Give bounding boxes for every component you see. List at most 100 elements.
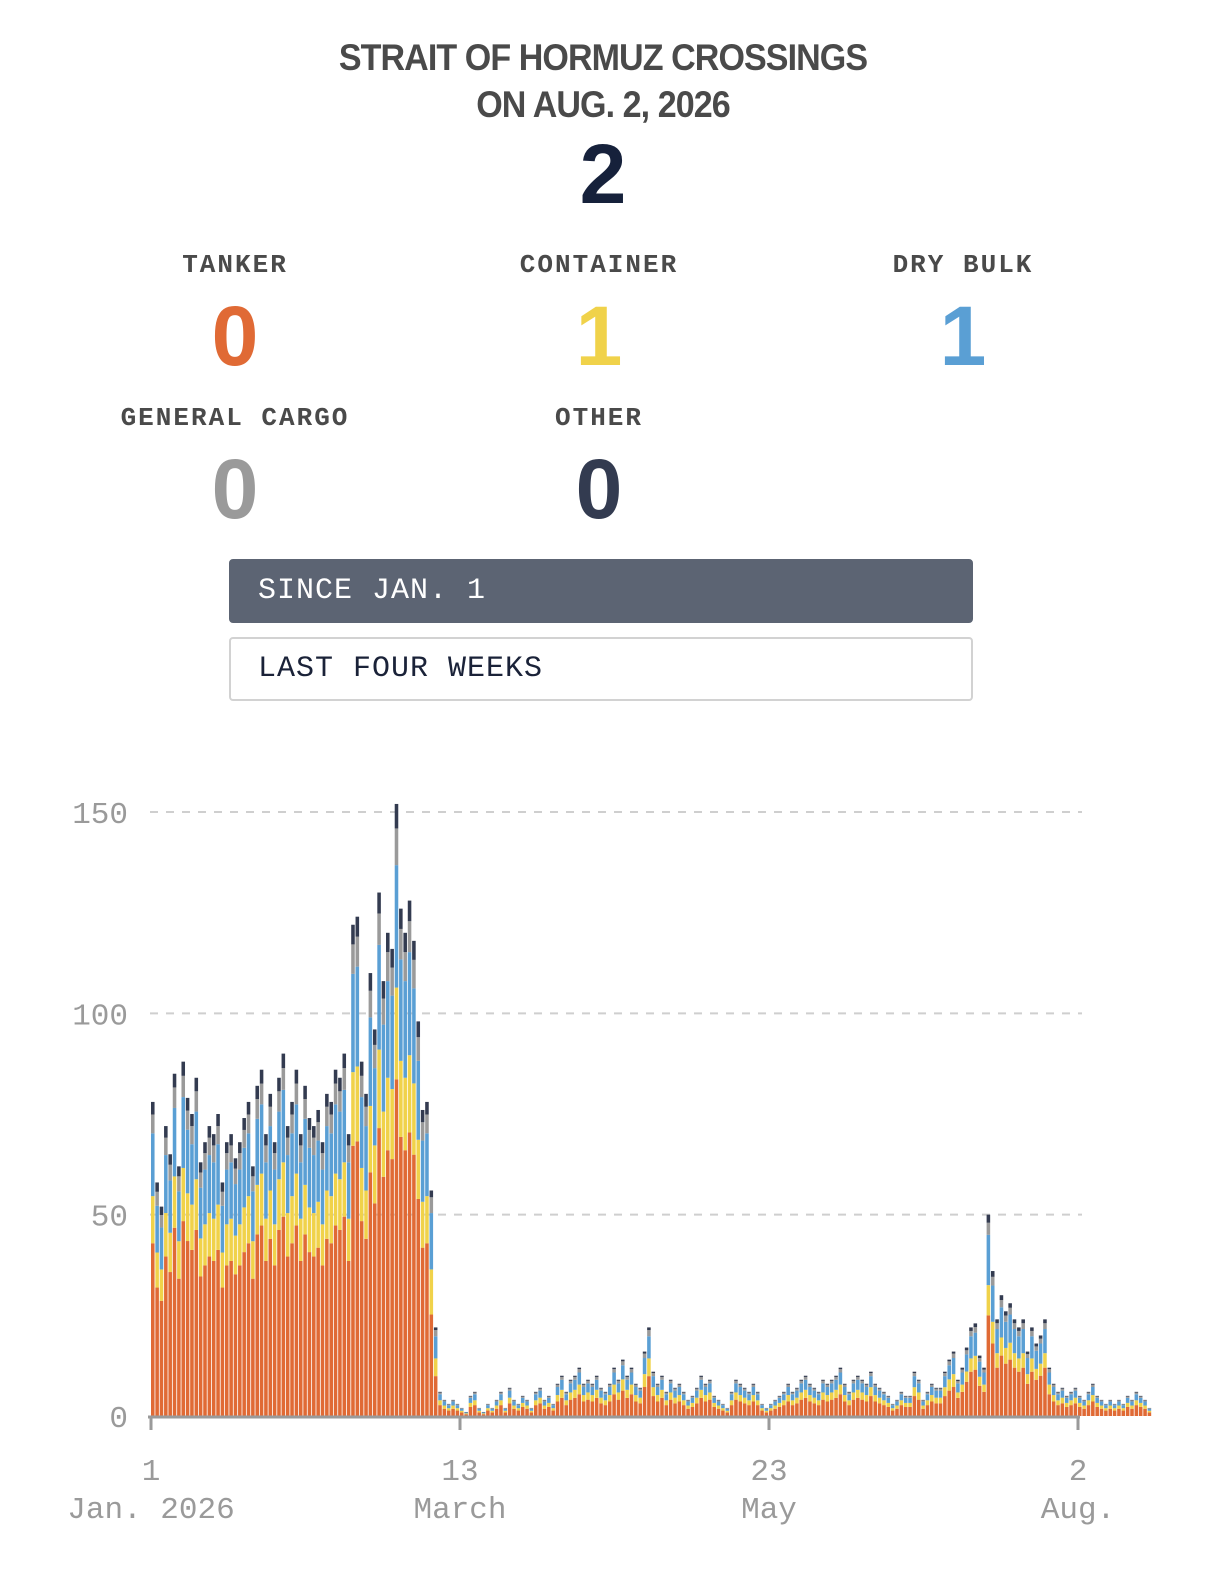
bar-segment bbox=[1025, 1351, 1030, 1355]
bar-segment bbox=[777, 1402, 782, 1407]
bar-segment bbox=[1051, 1401, 1056, 1416]
bar-segment bbox=[198, 1162, 203, 1173]
bar-segment bbox=[442, 1405, 447, 1409]
bar-segment bbox=[882, 1405, 886, 1416]
bar-segment bbox=[320, 1142, 325, 1154]
bar-segment bbox=[1086, 1405, 1091, 1416]
bar-segment bbox=[233, 1184, 238, 1236]
bar-segment bbox=[473, 1391, 477, 1393]
bar-segment bbox=[816, 1391, 821, 1393]
bar-segment bbox=[390, 995, 394, 1090]
bar-segment bbox=[1017, 1371, 1021, 1416]
bar-segment bbox=[512, 1405, 516, 1409]
bar-segment bbox=[464, 1412, 468, 1414]
bar-segment bbox=[403, 952, 407, 982]
bar-segment bbox=[346, 1145, 351, 1163]
bar-segment bbox=[1069, 1392, 1073, 1395]
bar-segment bbox=[655, 1401, 660, 1416]
bar-segment bbox=[934, 1397, 938, 1404]
bar-segment bbox=[155, 1287, 159, 1416]
bar-segment bbox=[577, 1372, 582, 1385]
bar-segment bbox=[699, 1389, 703, 1398]
bar-segment bbox=[216, 1114, 220, 1127]
bar-segment bbox=[825, 1384, 830, 1388]
bar-segment bbox=[664, 1392, 669, 1395]
bar-segment bbox=[211, 1134, 216, 1146]
bar-segment bbox=[272, 1142, 277, 1154]
bar-segment bbox=[307, 1129, 312, 1148]
bar-segment bbox=[560, 1397, 564, 1416]
bar-segment bbox=[425, 1133, 429, 1197]
bar-segment bbox=[782, 1400, 786, 1406]
y-tick-label: 0 bbox=[109, 1402, 128, 1437]
bar-segment bbox=[755, 1391, 760, 1393]
bar-segment bbox=[1008, 1303, 1012, 1308]
bar-segment bbox=[1138, 1406, 1143, 1416]
bar-segment bbox=[377, 944, 381, 1050]
bar-segment bbox=[899, 1400, 904, 1406]
x-tick-sublabel: May bbox=[741, 1493, 797, 1528]
bar-segment bbox=[747, 1405, 751, 1416]
bar-segment bbox=[1104, 1408, 1108, 1411]
bar-segment bbox=[233, 1158, 238, 1169]
bar-segment bbox=[429, 1190, 434, 1198]
bar-segment bbox=[856, 1375, 860, 1377]
bar-segment bbox=[1143, 1405, 1147, 1409]
bar-segment bbox=[425, 1196, 429, 1244]
bar-segment bbox=[242, 1147, 246, 1208]
bar-segment bbox=[1095, 1397, 1099, 1403]
bar-segment bbox=[999, 1355, 1004, 1416]
bar-segment bbox=[425, 1114, 429, 1134]
bar-segment bbox=[338, 1077, 342, 1092]
bar-segment bbox=[190, 1144, 194, 1205]
bar-segment bbox=[812, 1388, 817, 1391]
bar-segment bbox=[742, 1387, 747, 1389]
bar-segment bbox=[455, 1404, 460, 1406]
bar-segment bbox=[355, 936, 360, 967]
bar-segment bbox=[838, 1384, 843, 1395]
bar-segment bbox=[899, 1391, 904, 1393]
category-value: 0 bbox=[575, 442, 623, 536]
bar-segment bbox=[825, 1395, 830, 1402]
bar-segment bbox=[281, 1068, 286, 1090]
bar-segment bbox=[834, 1375, 838, 1377]
bar-segment bbox=[407, 900, 412, 922]
last-four-weeks-toggle-button[interactable]: LAST FOUR WEEKS bbox=[229, 637, 973, 701]
bar-segment bbox=[860, 1379, 864, 1381]
category-other: OTHER 0 bbox=[419, 403, 779, 531]
bar-segment bbox=[734, 1399, 738, 1416]
bar-segment bbox=[729, 1400, 734, 1406]
bar-segment bbox=[577, 1384, 582, 1395]
bar-segment bbox=[1008, 1359, 1012, 1416]
bar-segment bbox=[277, 1179, 281, 1230]
bar-segment bbox=[1130, 1408, 1134, 1416]
bar-segment bbox=[1134, 1400, 1139, 1406]
bar-segment bbox=[951, 1387, 956, 1416]
bar-segment bbox=[681, 1400, 686, 1406]
bar-segment bbox=[268, 1190, 273, 1239]
bar-segment bbox=[712, 1406, 716, 1416]
bar-segment bbox=[903, 1396, 908, 1398]
bar-segment bbox=[490, 1408, 495, 1411]
bar-segment bbox=[930, 1395, 934, 1402]
bar-segment bbox=[969, 1336, 973, 1359]
bar-segment bbox=[333, 1104, 338, 1174]
bar-segment bbox=[1095, 1402, 1099, 1407]
bar-segment bbox=[1008, 1342, 1012, 1360]
bar-segment bbox=[1143, 1401, 1147, 1406]
since-jan-toggle-button[interactable]: SINCE JAN. 1 bbox=[229, 559, 973, 623]
bar-segment bbox=[342, 1068, 347, 1090]
bar-segment bbox=[873, 1401, 878, 1416]
bar-segment bbox=[560, 1376, 564, 1380]
bar-segment bbox=[325, 1126, 329, 1191]
bar-segment bbox=[294, 1225, 299, 1416]
bar-segment bbox=[325, 1238, 329, 1416]
bar-segment bbox=[660, 1376, 664, 1380]
bar-segment bbox=[381, 1111, 386, 1177]
bar-segment bbox=[860, 1380, 864, 1384]
bar-segment bbox=[943, 1387, 947, 1397]
bar-segment bbox=[995, 1323, 999, 1330]
bar-segment bbox=[298, 1260, 303, 1416]
bar-segment bbox=[908, 1396, 912, 1398]
category-label: DRY BULK bbox=[892, 250, 1034, 280]
